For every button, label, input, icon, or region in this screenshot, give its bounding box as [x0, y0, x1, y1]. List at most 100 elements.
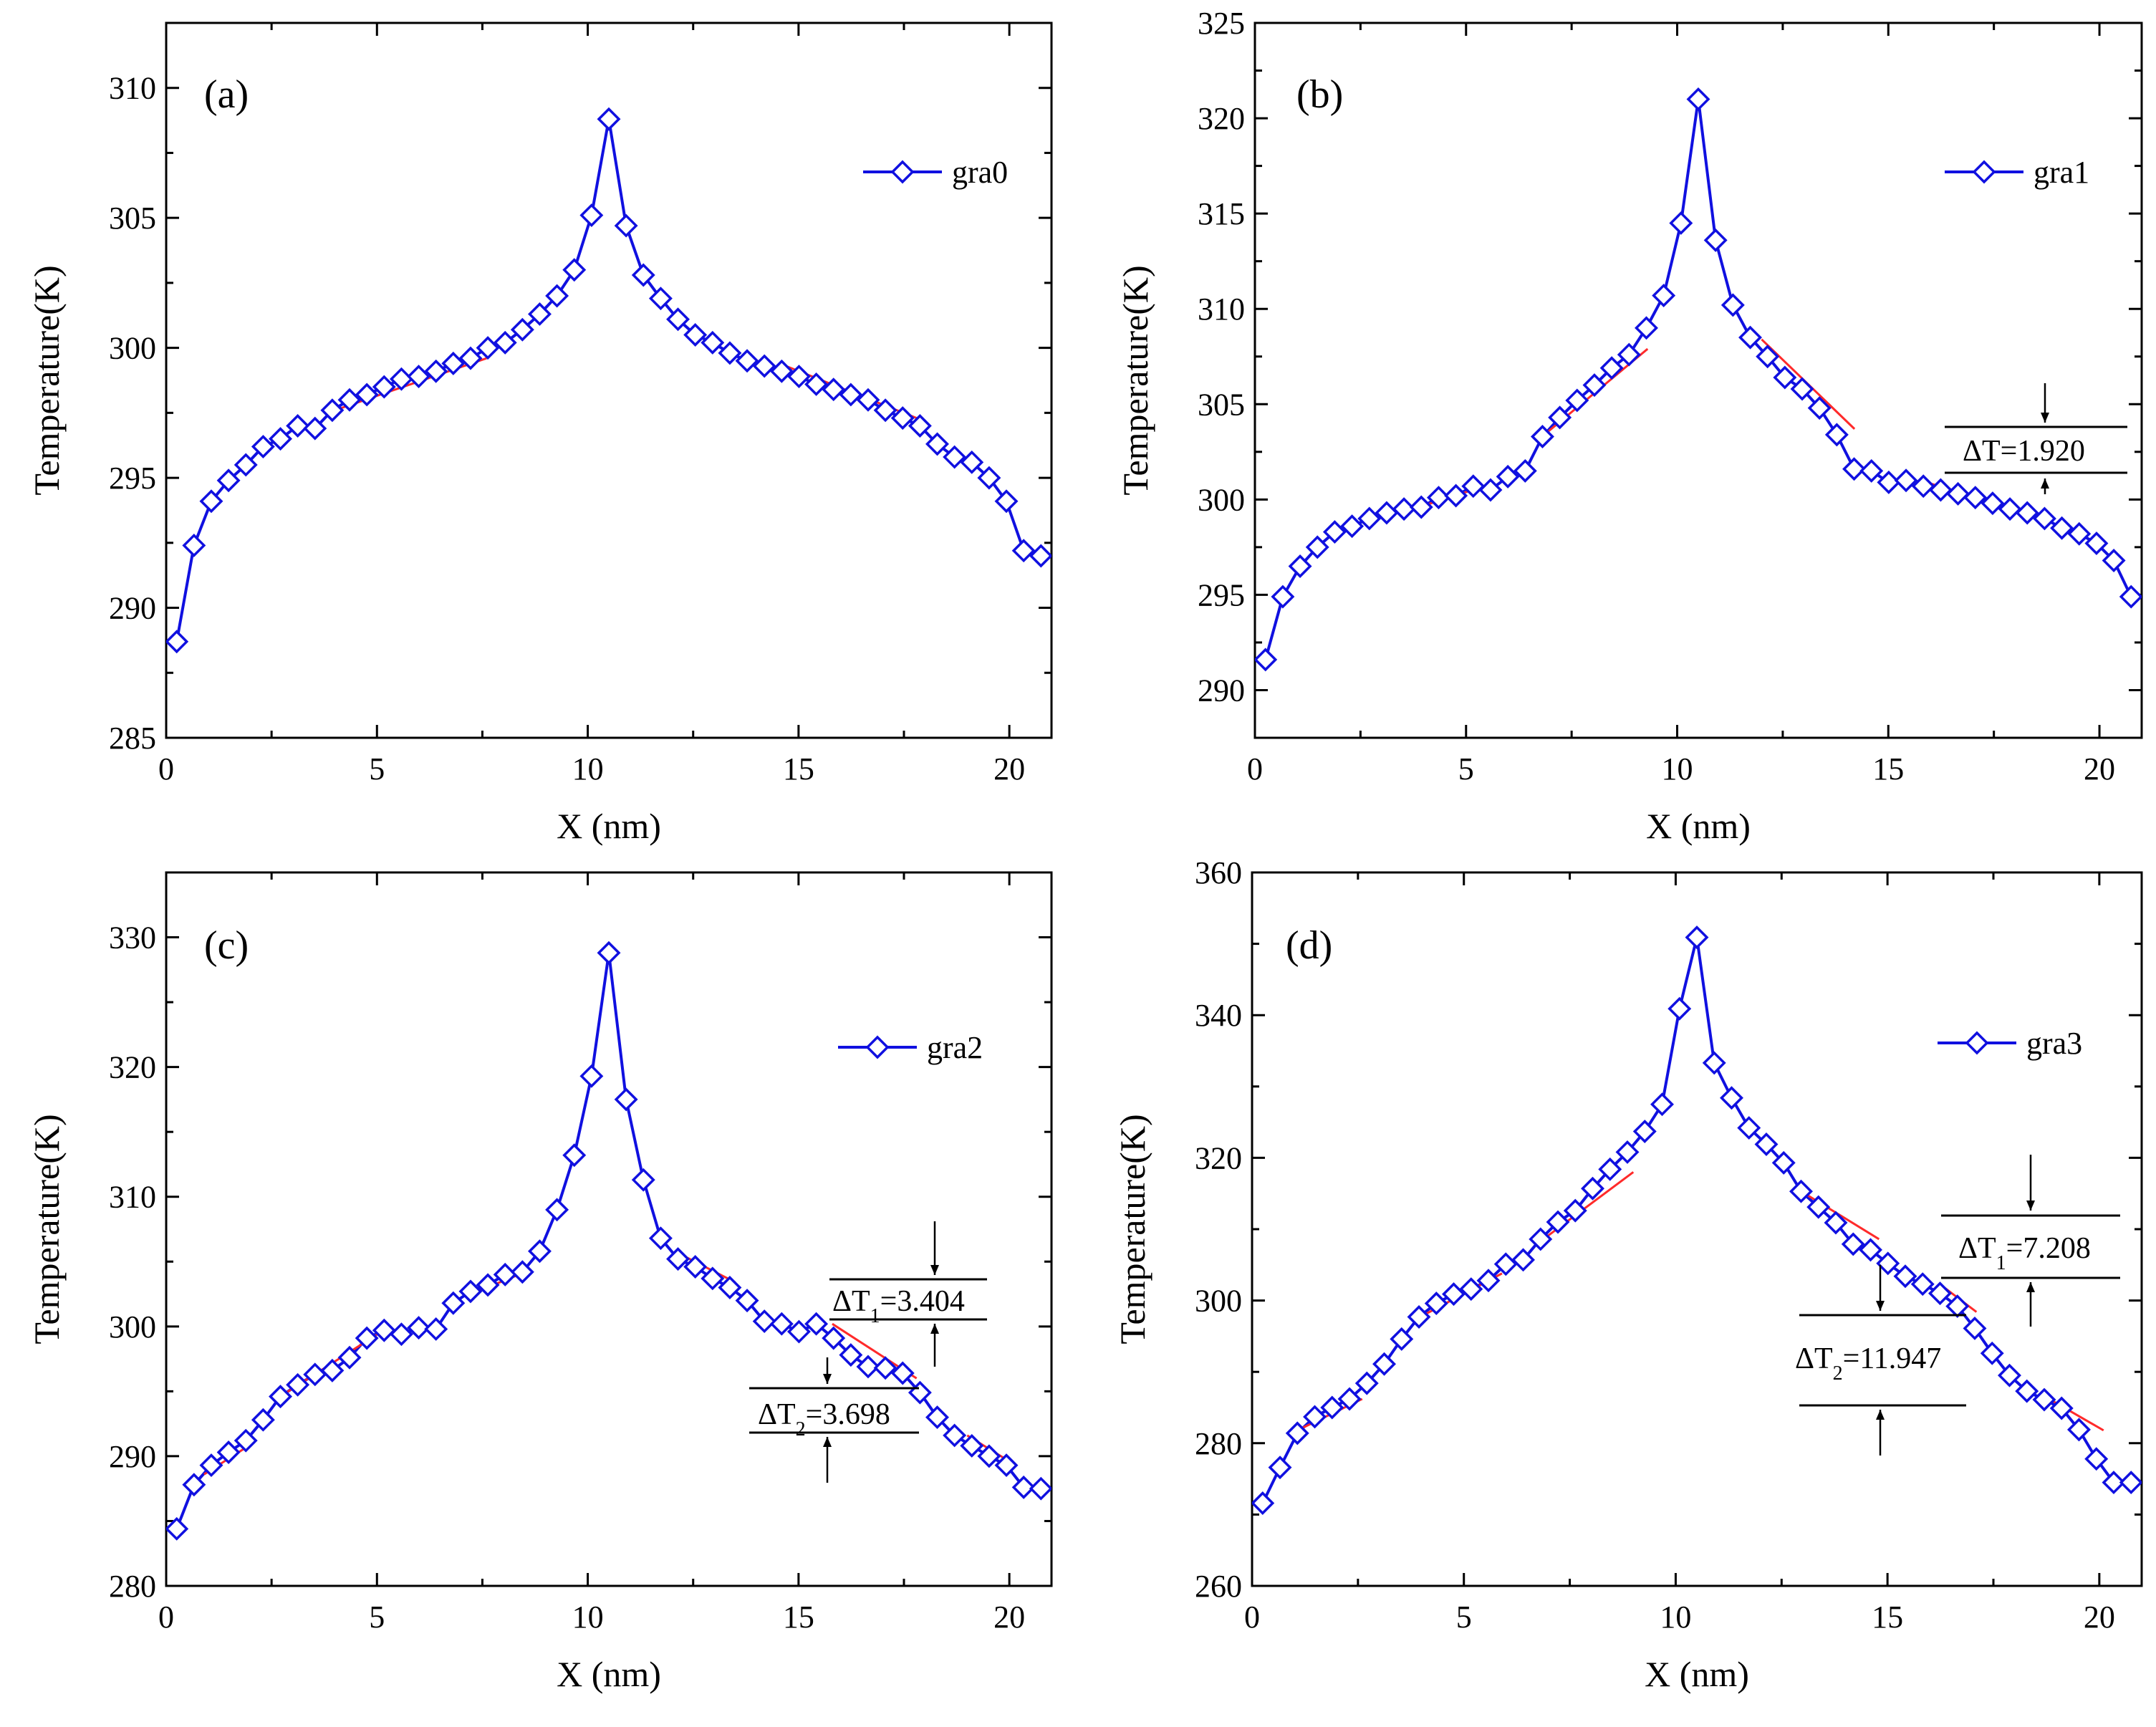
data-point [1424, 1291, 1448, 1316]
data-point [1963, 1316, 1987, 1340]
data-point [1354, 1371, 1379, 1395]
data-point [614, 1087, 638, 1112]
data-point [1635, 316, 1658, 340]
data-point [1877, 470, 1901, 494]
data-point [1461, 474, 1486, 499]
data-point [1894, 468, 1918, 493]
data-point [2015, 501, 2039, 525]
data-point [701, 1266, 725, 1291]
annotation-arrowhead [930, 1265, 939, 1275]
data-point [1824, 1211, 1848, 1235]
data-point [1841, 1232, 1865, 1256]
data-point [1442, 1282, 1466, 1307]
y-tick-label: 285 [109, 721, 156, 756]
data-point [1409, 495, 1433, 519]
data-point [562, 258, 587, 282]
data-point [1650, 1092, 1674, 1117]
x-tick-label: 15 [783, 1599, 814, 1635]
data-point [1980, 1341, 2004, 1365]
data-point [890, 1361, 915, 1385]
chart-panel: 0 5 10 15 20 260 280 300 320 340 360 X (nm) Temperat… [1112, 855, 2143, 1694]
data-point [303, 416, 327, 441]
data-point [1737, 1116, 1761, 1140]
annotation-label: ΔT1=3.404 [832, 1285, 965, 1327]
data-point [1702, 1051, 1726, 1075]
data-point [476, 336, 500, 360]
data-point [1476, 1269, 1501, 1293]
data-point [1320, 1395, 1344, 1420]
plot-frame [1251, 871, 2143, 1587]
data-point [493, 1262, 517, 1286]
data-point [1945, 1294, 1970, 1319]
y-tick-label: 310 [1198, 292, 1245, 327]
annotation-arrowhead [1876, 1410, 1885, 1420]
data-point [424, 1317, 448, 1341]
data-point [1928, 1281, 1952, 1306]
data-point [701, 330, 725, 355]
data-point [666, 1247, 690, 1271]
x-axis-label: X (nm) [1645, 1654, 1749, 1694]
data-point [960, 1433, 984, 1458]
data-point [216, 468, 241, 493]
annotation-label: ΔT2=3.698 [758, 1398, 890, 1440]
data-point [545, 284, 569, 308]
data-point [1703, 228, 1728, 252]
data-point [337, 388, 362, 412]
y-tick-label: 290 [109, 1439, 156, 1474]
data-point [1667, 996, 1692, 1021]
y-tick-label: 280 [109, 1569, 156, 1604]
data-point [1407, 1305, 1431, 1329]
x-tick-label: 15 [1872, 751, 1904, 786]
data-point [216, 1440, 241, 1464]
y-tick-label: 260 [1195, 1569, 1242, 1604]
data-point [1337, 1387, 1362, 1411]
data-point [1255, 648, 1278, 672]
panel-label: (d) [1286, 923, 1332, 968]
data-point [1426, 486, 1450, 510]
data-point [925, 1405, 949, 1430]
data-point [1807, 396, 1832, 420]
data-point [1721, 293, 1745, 317]
data-point [908, 414, 932, 438]
y-tick-label: 280 [1195, 1426, 1242, 1461]
data-point [597, 941, 621, 965]
data-point [2119, 1471, 2142, 1495]
data-point [1011, 1475, 1036, 1499]
data-point [1685, 925, 1709, 950]
data-point [269, 1385, 292, 1409]
data-point [648, 1226, 673, 1251]
panel-label: (b) [1296, 72, 1343, 117]
annotation-label: ΔT1=7.208 [1958, 1232, 2091, 1274]
data-point [1598, 1157, 1622, 1181]
data-point [286, 1372, 310, 1397]
data-point [1268, 1456, 1292, 1480]
data-point [2032, 506, 2056, 531]
annotation-arrowhead [823, 1374, 832, 1384]
plot-frame [1253, 21, 2143, 739]
data-point [320, 1358, 345, 1382]
data-point [199, 1453, 223, 1478]
data-point [2032, 1387, 2056, 1412]
x-tick-label: 20 [2084, 1599, 2115, 1635]
data-point [1599, 356, 1624, 380]
y-axis-label: Temperature(K) [1115, 265, 1155, 495]
x-axis-label: X (nm) [557, 806, 661, 846]
data-point [2102, 549, 2126, 572]
data-point [683, 1255, 708, 1279]
y-tick-label: 295 [1198, 577, 1245, 612]
data-point [441, 351, 466, 375]
data-point [977, 1444, 1001, 1468]
data-point [1615, 1140, 1640, 1164]
data-point [1459, 1277, 1483, 1302]
data-layer [166, 107, 1051, 654]
data-point [1340, 514, 1365, 539]
data-point [683, 323, 708, 347]
plot-frame [165, 871, 1053, 1587]
y-tick-label: 320 [1195, 1140, 1242, 1175]
x-tick-label: 10 [572, 1599, 604, 1635]
x-tick-label: 5 [369, 1599, 385, 1635]
data-point [527, 302, 552, 326]
data-point [977, 466, 1001, 490]
data-point [1911, 474, 1935, 499]
